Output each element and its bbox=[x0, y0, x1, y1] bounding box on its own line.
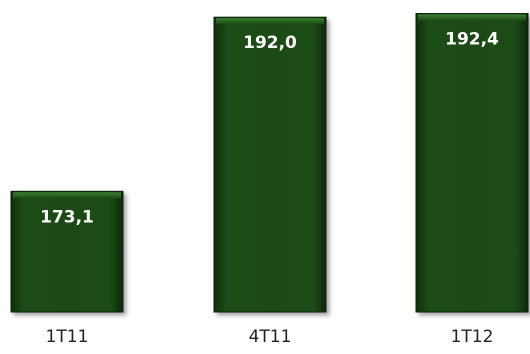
bar-4T11 bbox=[213, 16, 327, 313]
data-label-4T11: 192,0 bbox=[243, 33, 297, 53]
data-label-1T12: 192,4 bbox=[445, 30, 499, 50]
category-label-1T11: 1T11 bbox=[46, 327, 89, 347]
bars-group bbox=[10, 13, 529, 313]
data-labels-group: 173,1 192,0 192,4 bbox=[40, 30, 499, 228]
data-label-1T11: 173,1 bbox=[40, 207, 94, 227]
bar-1T12 bbox=[415, 13, 529, 313]
category-label-4T11: 4T11 bbox=[249, 327, 292, 347]
category-labels-group: 1T11 4T11 1T12 bbox=[46, 327, 494, 347]
bar-bevel-1T11 bbox=[13, 192, 121, 199]
bar-1T11 bbox=[10, 190, 124, 313]
category-label-1T12: 1T12 bbox=[451, 327, 494, 347]
bar-bevel-1T12 bbox=[418, 14, 526, 21]
bar-bevel-4T11 bbox=[216, 18, 324, 25]
